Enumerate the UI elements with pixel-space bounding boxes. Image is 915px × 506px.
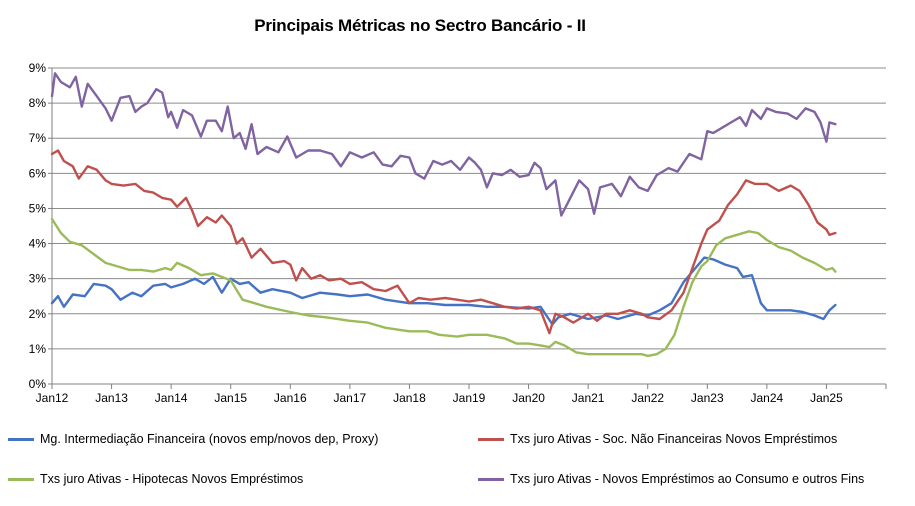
legend-swatch-hipotecas [8,477,34,481]
x-tick-labels: Jan12 Jan13 Jan14 Jan15 Jan16 Jan17 Jan18 Jan19… [36,391,843,405]
x-tick-label: Jan16 [274,391,307,405]
series-line-consumo [50,72,837,217]
series-line-hipotecas [50,217,837,358]
series-lines [50,72,837,358]
legend-label-consumo: Txs juro Ativas - Novos Empréstimos ao C… [510,472,865,486]
y-tick-labels: 0% 1% 2% 3% 4% 5% 6% 7% 8% 9% [29,61,47,391]
x-tick-label: Jan13 [95,391,128,405]
x-tick-label: Jan21 [572,391,605,405]
gridlines [52,67,886,350]
legend-label-hipotecas: Txs juro Ativas - Hipotecas Novos Emprés… [40,472,304,486]
x-tick-label: Jan24 [751,391,784,405]
x-tick-label: Jan22 [631,391,664,405]
x-tick-label: Jan17 [334,391,367,405]
y-tick-label: 1% [29,342,47,356]
x-tick-label: Jan20 [512,391,545,405]
series-line-intermediacao [50,256,837,326]
y-tick-label: 8% [29,96,47,110]
y-tick-label: 3% [29,272,47,286]
axes [48,67,887,389]
legend-item-soc-nao-financeiras: Txs juro Ativas - Soc. Não Financeiras N… [478,432,837,446]
y-tick-label: 5% [29,201,47,215]
y-tick-label: 0% [29,377,47,391]
legend-item-consumo: Txs juro Ativas - Novos Empréstimos ao C… [478,472,864,486]
y-tick-label: 2% [29,307,47,321]
x-tick-label: Jan14 [155,391,188,405]
y-tick-label: 9% [29,61,47,75]
legend-swatch-consumo [478,477,504,481]
legend-label-intermediacao: Mg. Intermediação Financeira (novos emp/… [40,432,379,446]
series-line-soc-nao-financeiras [50,149,837,335]
x-tick-label: Jan19 [453,391,486,405]
legend-swatch-intermediacao [8,437,34,441]
y-tick-label: 4% [29,237,47,251]
x-tick-label: Jan18 [393,391,426,405]
legend-swatch-soc-nao-financeiras [478,437,504,441]
x-tick-label: Jan15 [214,391,247,405]
legend-item-hipotecas: Txs juro Ativas - Hipotecas Novos Emprés… [8,472,303,486]
y-tick-label: 7% [29,131,47,145]
x-tick-label: Jan12 [36,391,69,405]
legend-item-intermediacao: Mg. Intermediação Financeira (novos emp/… [8,432,378,446]
chart-title: Principais Métricas no Sectro Bancário -… [254,16,586,35]
y-tick-label: 6% [29,166,47,180]
x-tick-label: Jan25 [810,391,843,405]
x-tick-label: Jan23 [691,391,724,405]
legend-label-soc-nao-financeiras: Txs juro Ativas - Soc. Não Financeiras N… [510,432,838,446]
